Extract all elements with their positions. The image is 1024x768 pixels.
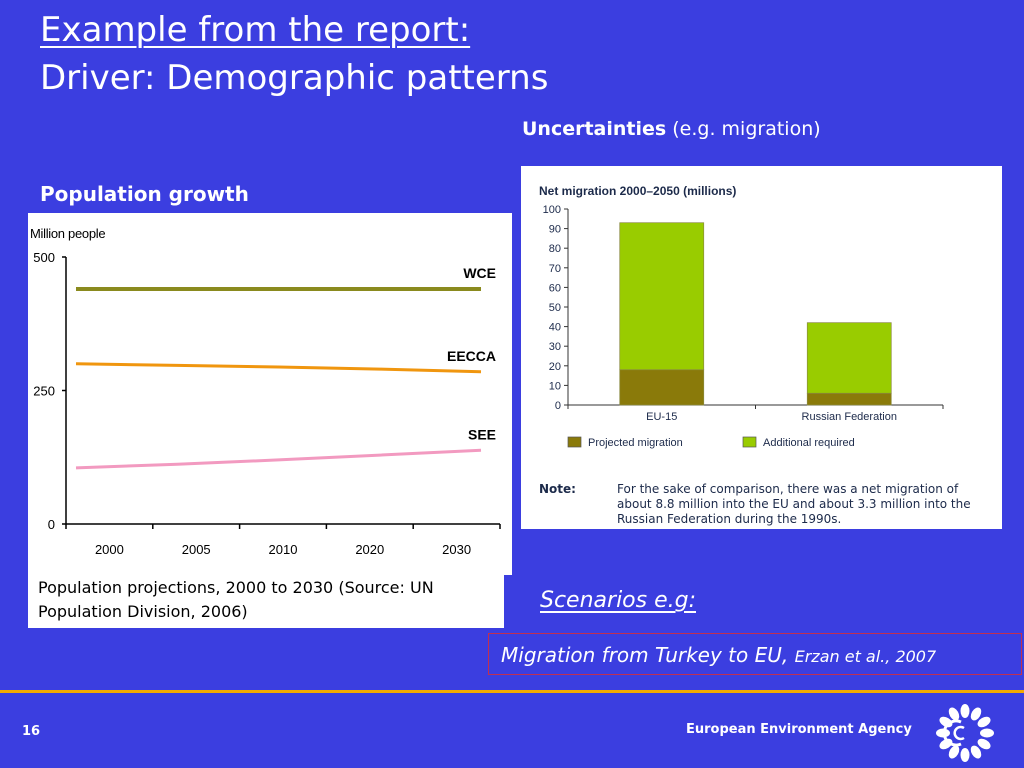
x-tick-label: 2010 (269, 542, 298, 557)
population-line-chart: Million people 0 250 500 2000 2005 2010 2020 203… (30, 226, 501, 557)
uncertainties-bold: Uncertainties (522, 118, 667, 140)
bar-y-tick-label: 80 (549, 243, 561, 255)
bar-category-label: EU-15 (646, 411, 677, 423)
bar-y-tick-label: 10 (549, 380, 561, 392)
bar-y-tick-label: 40 (549, 322, 561, 334)
x-tick-label: 2020 (355, 542, 384, 557)
migration-note-label: Note: (539, 482, 576, 496)
series-label-wce: WCE (463, 265, 496, 281)
slide-title-line1: Example from the report: (40, 10, 471, 50)
bar-segment-projected (806, 392, 892, 406)
logo-ray (977, 716, 991, 728)
migration-scenario-main: Migration from Turkey to EU, (501, 643, 795, 667)
bar-chart-title: Net migration 2000–2050 (millions) (539, 184, 736, 198)
legend-swatch (742, 436, 757, 448)
migration-chart-panel: Net migration 2000–2050 (millions) 0 10 20 3… (521, 166, 1002, 529)
bar-y-tick-label: 30 (549, 341, 561, 353)
y-tick-label: 0 (48, 517, 55, 532)
bar-segment-additional (806, 322, 892, 394)
bar-y-tick-label: 100 (543, 204, 561, 216)
bar-y-tick-label: 70 (549, 263, 561, 275)
slide-title-line2: Driver: Demographic patterns (40, 58, 549, 98)
logo-ray (980, 728, 994, 738)
x-tick-label: 2030 (442, 542, 471, 557)
scenarios-heading: Scenarios e.g: (540, 588, 696, 613)
legend-label: Projected migration (588, 437, 683, 449)
logo-ray (948, 707, 960, 721)
series-label-eecca: EECCA (447, 348, 496, 364)
eea-sun-logo-icon (936, 704, 994, 762)
uncertainties-rest: (e.g. migration) (666, 118, 821, 140)
legend-label: Additional required (763, 437, 855, 449)
bar-y-tick-label: 90 (549, 224, 561, 236)
population-chart-caption: Population projections, 2000 to 2030 (So… (28, 575, 504, 628)
x-tick-label: 2000 (95, 542, 124, 557)
bar-y-tick-label: 0 (555, 400, 561, 412)
logo-ray (970, 707, 982, 721)
series-line-see (75, 448, 482, 470)
footer-rule (0, 690, 1024, 693)
bar-segment-additional (619, 222, 705, 371)
logo-ray (970, 745, 982, 759)
bar-category-label: Russian Federation (802, 411, 897, 423)
logo-ray (977, 738, 991, 750)
population-growth-heading: Population growth (40, 182, 249, 206)
series-line-eecca (75, 362, 482, 374)
legend-swatch (567, 436, 582, 448)
bar-segment-projected (619, 369, 705, 406)
bar-y-tick-label: 20 (549, 361, 561, 373)
y-tick-label: 250 (33, 384, 55, 399)
population-chart-panel: Million people 0 250 500 2000 2005 2010 2020 203… (28, 213, 512, 575)
y-tick-label: 500 (33, 250, 55, 265)
migration-scenario-ref: Erzan et al., 2007 (794, 647, 937, 666)
page-number: 16 (22, 724, 41, 739)
migration-scenario-box: Migration from Turkey to EU, Erzan et al… (488, 633, 1022, 675)
uncertainties-heading: Uncertainties (e.g. migration) (522, 118, 821, 140)
x-tick-label: 2005 (182, 542, 211, 557)
migration-bar-chart: Net migration 2000–2050 (millions) 0 10 20 3… (539, 184, 944, 449)
logo-ray (948, 745, 960, 759)
y-axis-label: Million people (30, 226, 105, 241)
series-label-see: SEE (468, 426, 496, 442)
logo-ray (960, 748, 970, 762)
migration-note-text: For the sake of comparison, there was a … (617, 482, 971, 526)
logo-ray (960, 704, 970, 718)
bar-y-tick-label: 50 (549, 302, 561, 314)
bar-y-tick-label: 60 (549, 282, 561, 294)
agency-name: European Environment Agency (686, 722, 912, 737)
